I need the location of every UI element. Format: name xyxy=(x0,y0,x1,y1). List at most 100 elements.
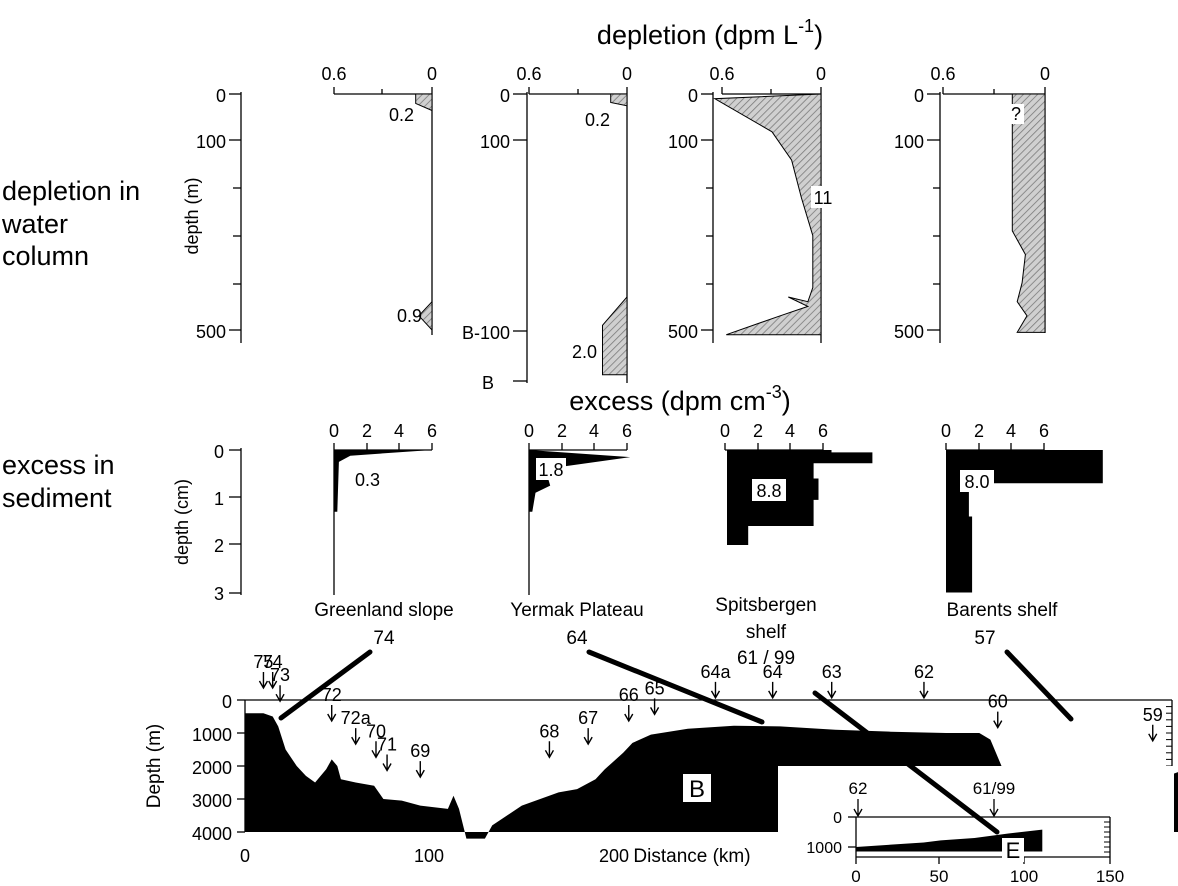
tick-label: 4 xyxy=(589,421,599,441)
tick-label: 100 xyxy=(668,132,698,152)
tick-label: 4 xyxy=(1006,421,1016,441)
inset-station-label: 62 xyxy=(849,779,868,798)
site-station-label: 64 xyxy=(566,628,588,649)
section-distance-tick-label: 0 xyxy=(240,846,250,866)
inset-panel: 0 1000 0 50 100 150 62 61/99 E xyxy=(778,766,1174,886)
tick-label: 6 xyxy=(622,421,632,441)
excess-depth-tick-label: 2 xyxy=(214,536,224,556)
site-station-label: 74 xyxy=(373,628,395,649)
tick-label: 6 xyxy=(818,421,828,441)
tick-label: 100 xyxy=(480,132,510,152)
depletion-panel-spitsbergen-shelf: 0.6 0 0 100 500 11 xyxy=(668,64,835,343)
station-arrow xyxy=(625,705,633,721)
excess-title-unit-exponent: -3 xyxy=(766,382,782,402)
tick-label: 6 xyxy=(427,421,437,441)
section-distance-axis-label: Distance (km) xyxy=(633,846,750,867)
inset-tick-label: 0 xyxy=(851,867,860,886)
tick-label: 500 xyxy=(668,322,698,342)
station-arrow xyxy=(651,698,659,714)
inset-tick-label: 50 xyxy=(930,867,949,886)
tick-label: 0 xyxy=(688,86,698,106)
station-label: 73 xyxy=(270,665,290,685)
tick-label: 0.6 xyxy=(930,64,955,84)
tick-label: 6 xyxy=(1039,421,1049,441)
station-label: 68 xyxy=(539,721,559,741)
tick-label: 0.6 xyxy=(516,64,541,84)
station-arrow xyxy=(920,682,928,698)
tick-label: 2 xyxy=(753,421,763,441)
depletion-depth-tick-label: 100 xyxy=(196,132,226,152)
station-arrow xyxy=(416,761,424,777)
section-depth-tick-label: 0 xyxy=(222,692,232,712)
excess-profile-greenland-slope xyxy=(334,450,432,512)
excess-depth-tick-label: 1 xyxy=(214,489,224,509)
station-arrow xyxy=(584,728,592,744)
depletion-depth-tick-label: 0 xyxy=(216,86,226,106)
tick-label: 100 xyxy=(894,132,924,152)
tick-label: 0 xyxy=(816,64,826,84)
depletion-depth-axis: 0 100 500 depth (m) xyxy=(182,86,241,343)
sediment-row-label: excess in sediment xyxy=(2,450,115,513)
station-arrow xyxy=(545,741,553,757)
station-label: 69 xyxy=(410,741,430,761)
station-arrow xyxy=(711,682,719,698)
row-label-line: water xyxy=(1,209,68,239)
tick-label: 2 xyxy=(557,421,567,441)
tick-label: 4 xyxy=(785,421,795,441)
depletion-title-unit-exponent: -1 xyxy=(798,16,814,36)
excess-depth-tick-label: 0 xyxy=(214,442,224,462)
station-label: 67 xyxy=(578,708,598,728)
station-arrow xyxy=(383,755,391,771)
depletion-panel-yermak-plateau: 0.6 0 0 100 B-100 B 0.2 2.0 xyxy=(462,64,632,393)
section-distance-tick-label: 100 xyxy=(414,846,444,866)
site-name-label: Spitsbergen xyxy=(715,595,816,616)
station-label: 60 xyxy=(988,692,1008,712)
depletion-profile-spitsbergen-shelf xyxy=(715,94,821,335)
inset-tick-label: 150 xyxy=(1096,867,1124,886)
connector-line xyxy=(1007,652,1071,719)
inset-tick-label: 1000 xyxy=(806,840,842,857)
section-depth-tick-label: 3000 xyxy=(192,791,232,811)
depletion-profile-yermak-plateau xyxy=(603,94,628,375)
section-depth-tick-label: 2000 xyxy=(192,758,232,778)
tick-label: 0.6 xyxy=(709,64,734,84)
tick-label: 0 xyxy=(524,421,534,441)
station-arrow xyxy=(352,728,360,744)
depletion-value-label: 0.2 xyxy=(585,110,610,130)
site-name-label: Greenland slope xyxy=(314,600,453,621)
station-label: 62 xyxy=(914,662,934,682)
station-arrow xyxy=(1149,725,1157,741)
excess-depth-axis: 0 1 2 3 depth (cm) xyxy=(172,442,241,604)
excess-panel-spitsbergen-shelf: 0 2 4 6 8.8 xyxy=(720,421,872,545)
site-labels: Greenland slope 74 Yermak Plateau 64 Spi… xyxy=(314,595,1058,669)
row-label-line: excess in xyxy=(2,450,115,480)
station-label: 64a xyxy=(700,662,731,682)
station-arrow xyxy=(276,685,284,701)
excess-panel-barents-shelf: 0 2 4 6 8.0 xyxy=(941,421,1103,593)
depletion-value-label: 0.2 xyxy=(389,105,414,125)
station-label: 59 xyxy=(1143,705,1163,725)
depletion-panel-barents-shelf: 0.6 0 0 100 500 ? xyxy=(894,64,1050,343)
depletion-title: depletion (dpm L-1) xyxy=(597,16,823,50)
depletion-profile-greenland-slope xyxy=(416,94,432,330)
excess-value-label: 0.3 xyxy=(355,470,380,490)
section-depth-axis-label: Depth (m) xyxy=(144,724,165,808)
depletion-value-label: 2.0 xyxy=(572,342,597,362)
tick-label: 0 xyxy=(427,64,437,84)
tick-label: B-100 xyxy=(462,323,510,343)
row-label-line: sediment xyxy=(2,483,112,513)
excess-value-label: 1.8 xyxy=(538,460,563,480)
site-station-label: 57 xyxy=(974,628,995,649)
station-label: 64 xyxy=(763,662,783,682)
tick-label: 0 xyxy=(329,421,339,441)
depletion-value-label: 0.9 xyxy=(397,306,422,326)
tick-label: 0 xyxy=(914,86,924,106)
tick-label: 2 xyxy=(974,421,984,441)
depletion-value-label: ? xyxy=(1011,104,1021,124)
section-distance-tick-label: 200 xyxy=(599,846,629,866)
station-label: 71 xyxy=(377,735,397,755)
excess-depth-tick-label: 3 xyxy=(214,584,224,604)
section-depth-tick-label: 1000 xyxy=(192,725,232,745)
tick-label: 0.6 xyxy=(321,64,346,84)
